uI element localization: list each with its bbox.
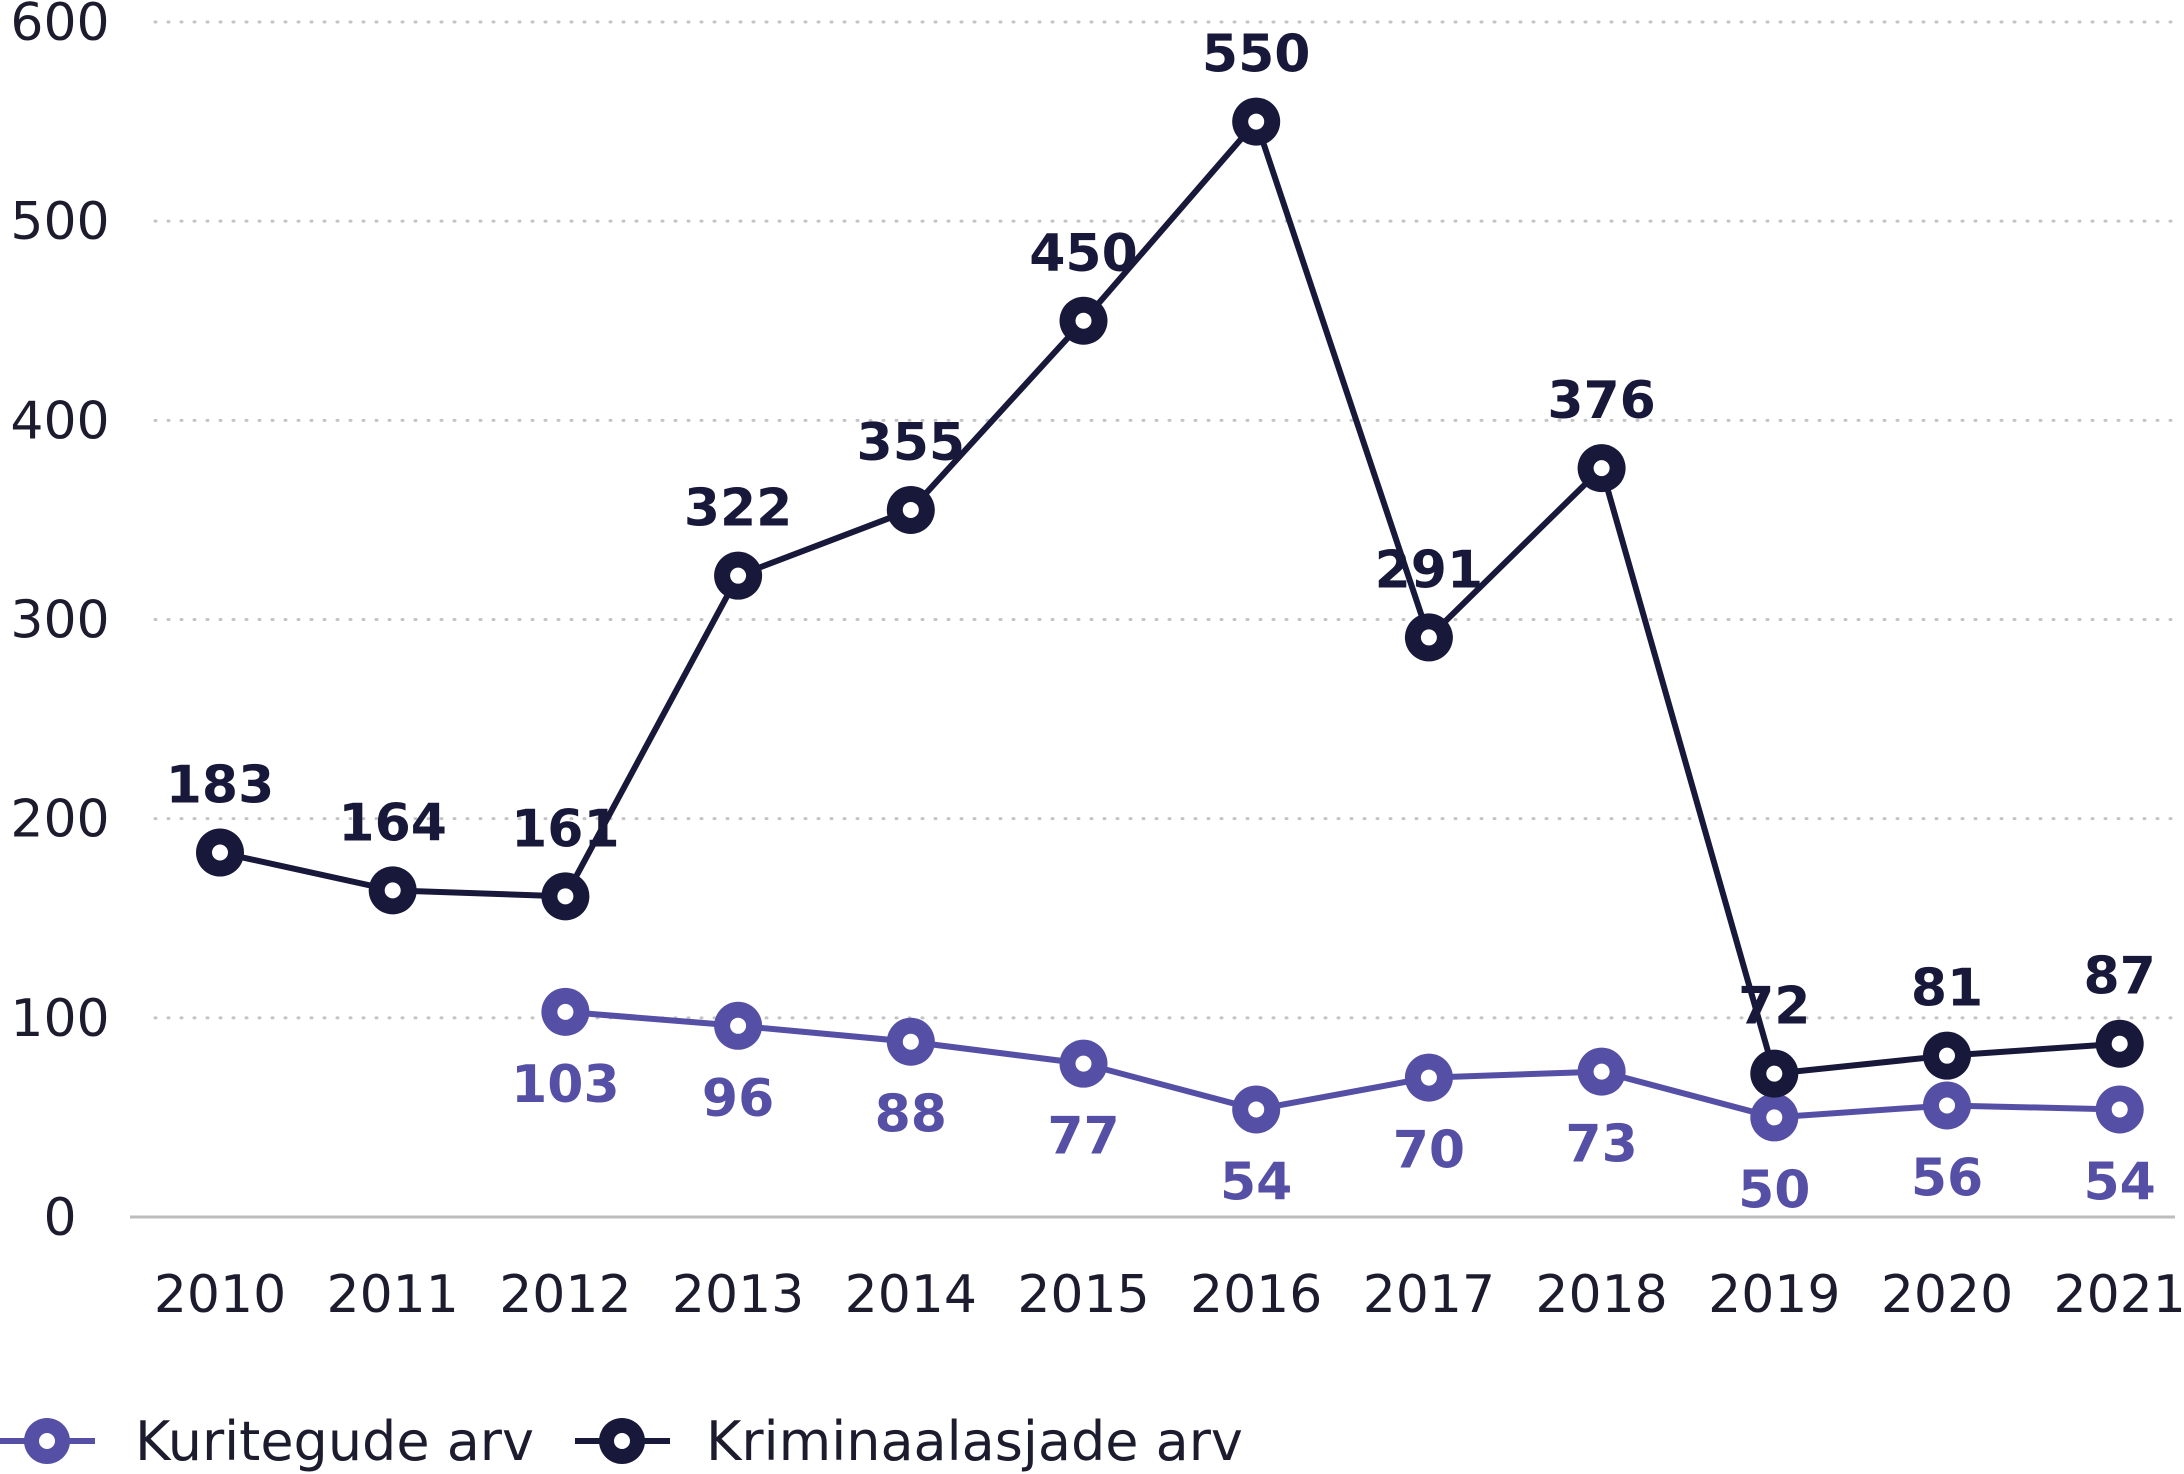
series-kriminaalasjade-arv: 183 164 161 322 355 450 550 291 376 72 81 87 — [166, 25, 2156, 1098]
x-tick-label: 2011 — [327, 1265, 459, 1325]
legend-item: Kriminaalasjade arv — [575, 1410, 1243, 1473]
data-label: 183 — [166, 756, 275, 816]
series-line — [565, 1008, 2120, 1121]
x-tick-label: 2010 — [154, 1265, 286, 1325]
y-tick-label: 200 — [10, 790, 109, 850]
x-tick-label: 2015 — [1017, 1265, 1149, 1325]
data-label: 54 — [1220, 1152, 1292, 1212]
legend-label: Kuritegude arv — [135, 1410, 534, 1473]
legend-marker-center — [39, 1433, 55, 1449]
data-label: 77 — [1047, 1107, 1119, 1167]
data-point-marker-center — [1939, 1097, 1955, 1114]
data-label: 96 — [702, 1069, 774, 1129]
data-point-marker-center — [902, 1033, 919, 1050]
data-point-marker-center — [557, 1003, 574, 1020]
x-tick-label: 2017 — [1363, 1265, 1495, 1325]
data-label: 87 — [2084, 947, 2156, 1007]
data-point-marker-center — [730, 567, 747, 584]
data-label: 291 — [1375, 540, 1484, 600]
data-point-marker-center — [2111, 1101, 2128, 1118]
data-point-marker-center — [730, 1017, 747, 1034]
y-tick-label: 500 — [10, 192, 109, 252]
data-point-marker-center — [2111, 1035, 2128, 1052]
x-tick-label: 2021 — [2054, 1265, 2184, 1325]
legend-label: Kriminaalasjade arv — [706, 1410, 1243, 1473]
gridlines — [130, 20, 2177, 1219]
data-point-marker-center — [212, 844, 228, 861]
y-tick-label: 100 — [10, 989, 109, 1049]
x-tick-label: 2013 — [672, 1265, 804, 1325]
data-label: 54 — [2084, 1152, 2156, 1212]
series-layer: 103 96 88 77 54 70 73 50 56 54 183 164 161 322 355 450 5… — [166, 25, 2156, 1221]
data-point-marker-center — [1939, 1047, 1955, 1064]
data-point-marker-center — [557, 888, 574, 905]
data-label: 161 — [511, 799, 620, 859]
data-point-marker-center — [384, 882, 401, 899]
x-tick-label: 2016 — [1190, 1265, 1322, 1325]
y-tick-label: 400 — [10, 391, 109, 451]
data-label: 88 — [875, 1085, 947, 1145]
x-tick-label: 2018 — [1535, 1265, 1667, 1325]
data-label: 56 — [1911, 1148, 1983, 1208]
data-label: 550 — [1202, 25, 1311, 85]
data-label: 164 — [338, 793, 447, 853]
data-label: 70 — [1393, 1121, 1465, 1181]
data-label: 450 — [1029, 224, 1138, 284]
data-point-marker-center — [1766, 1065, 1783, 1082]
y-axis: 0 100 200 300 400 500 600 — [10, 0, 109, 1248]
data-label: 73 — [1565, 1115, 1637, 1175]
legend-marker-center — [614, 1433, 630, 1449]
y-tick-label: 0 — [43, 1188, 76, 1248]
data-label: 103 — [511, 1055, 620, 1115]
data-label: 72 — [1738, 977, 1810, 1037]
data-label: 376 — [1547, 371, 1656, 431]
legend: Kuritegude arv Kriminaalasjade arv — [0, 1410, 1243, 1473]
data-label: 50 — [1738, 1160, 1810, 1220]
data-point-marker-center — [1420, 1069, 1437, 1086]
data-point-marker-center — [1766, 1109, 1783, 1126]
data-label: 355 — [857, 413, 966, 473]
y-tick-label: 600 — [10, 0, 109, 53]
data-point-marker-center — [902, 501, 919, 518]
x-tick-label: 2019 — [1708, 1265, 1840, 1325]
x-tick-label: 2020 — [1881, 1265, 2013, 1325]
data-point-marker-center — [1593, 460, 1610, 477]
x-axis: 2010 2011 2012 2013 2014 2015 2016 2017 2018 2019… — [154, 1265, 2184, 1325]
data-point-marker-center — [1248, 113, 1265, 130]
x-tick-label: 2014 — [845, 1265, 977, 1325]
data-label: 322 — [684, 479, 793, 539]
series-kuritegude-arv: 103 96 88 77 54 70 73 50 56 54 — [511, 987, 2156, 1220]
data-point-marker-center — [1593, 1063, 1610, 1080]
data-point-marker-center — [1248, 1101, 1265, 1118]
y-tick-label: 300 — [10, 591, 109, 651]
data-point-marker-center — [1075, 312, 1092, 329]
data-point-marker-center — [1075, 1055, 1092, 1072]
series-line — [219, 118, 2120, 1077]
data-point-marker-center — [1420, 629, 1437, 646]
legend-item: Kuritegude arv — [0, 1410, 534, 1473]
data-label: 81 — [1911, 959, 1983, 1019]
x-tick-label: 2012 — [499, 1265, 631, 1325]
